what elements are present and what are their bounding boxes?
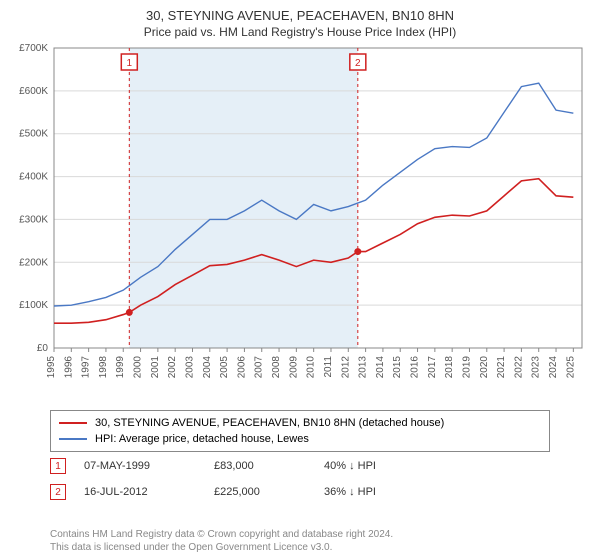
- chart-area: £0 £100K £200K £300K £400K £500K £600K £700K 199…: [6, 44, 594, 400]
- svg-text:1997: 1997: [81, 356, 92, 379]
- sale-delta: 40% ↓ HPI: [324, 460, 376, 472]
- svg-text:2010: 2010: [306, 356, 317, 379]
- line-chart: £0 £100K £200K £300K £400K £500K £600K £700K 199…: [6, 44, 594, 400]
- legend-swatch: [59, 438, 87, 440]
- svg-text:2002: 2002: [167, 356, 178, 379]
- svg-text:2014: 2014: [375, 356, 386, 379]
- svg-text:£400K: £400K: [19, 172, 48, 183]
- attribution: Contains HM Land Registry data © Crown c…: [50, 528, 393, 554]
- svg-text:2016: 2016: [410, 356, 421, 379]
- svg-text:2007: 2007: [254, 356, 265, 379]
- legend: 30, STEYNING AVENUE, PEACEHAVEN, BN10 8H…: [50, 410, 550, 452]
- chart-title: 30, STEYNING AVENUE, PEACEHAVEN, BN10 8H…: [0, 0, 600, 23]
- svg-text:1995: 1995: [46, 356, 57, 379]
- svg-text:2009: 2009: [288, 356, 299, 379]
- svg-text:2000: 2000: [133, 356, 144, 379]
- svg-text:2011: 2011: [323, 356, 334, 378]
- svg-text:2008: 2008: [271, 356, 282, 379]
- sale-row: 1 07-MAY-1999 £83,000 40% ↓ HPI: [50, 458, 376, 474]
- svg-text:2004: 2004: [202, 356, 213, 379]
- sale-delta: 36% ↓ HPI: [324, 486, 376, 498]
- sale-price: £83,000: [214, 460, 324, 472]
- svg-text:£100K: £100K: [19, 300, 48, 311]
- svg-text:1996: 1996: [63, 356, 74, 379]
- sale-price: £225,000: [214, 486, 324, 498]
- svg-text:£500K: £500K: [19, 129, 48, 140]
- svg-text:2023: 2023: [531, 356, 542, 379]
- svg-text:2024: 2024: [548, 356, 559, 379]
- svg-text:£700K: £700K: [19, 44, 48, 54]
- svg-text:1: 1: [127, 58, 133, 69]
- chart-subtitle: Price paid vs. HM Land Registry's House …: [0, 25, 600, 39]
- svg-text:2001: 2001: [150, 356, 161, 379]
- attribution-line: Contains HM Land Registry data © Crown c…: [50, 528, 393, 541]
- svg-text:2006: 2006: [236, 356, 247, 379]
- legend-row: HPI: Average price, detached house, Lewe…: [59, 431, 541, 447]
- legend-row: 30, STEYNING AVENUE, PEACEHAVEN, BN10 8H…: [59, 415, 541, 431]
- svg-text:2015: 2015: [392, 356, 403, 379]
- attribution-line: This data is licensed under the Open Gov…: [50, 541, 393, 554]
- sale-marker-icon: 2: [50, 484, 66, 500]
- svg-text:2017: 2017: [427, 356, 438, 379]
- legend-label: 30, STEYNING AVENUE, PEACEHAVEN, BN10 8H…: [95, 417, 444, 429]
- svg-text:2019: 2019: [461, 356, 472, 379]
- svg-text:£600K: £600K: [19, 86, 48, 97]
- svg-text:2020: 2020: [479, 356, 490, 379]
- svg-text:1999: 1999: [115, 356, 126, 379]
- svg-text:2018: 2018: [444, 356, 455, 379]
- svg-text:£300K: £300K: [19, 214, 48, 225]
- svg-text:2013: 2013: [358, 356, 369, 379]
- sale-row: 2 16-JUL-2012 £225,000 36% ↓ HPI: [50, 484, 376, 500]
- svg-text:2022: 2022: [513, 356, 524, 379]
- sale-date: 16-JUL-2012: [84, 486, 214, 498]
- svg-text:1998: 1998: [98, 356, 109, 379]
- legend-swatch: [59, 422, 87, 424]
- sale-marker-icon: 1: [50, 458, 66, 474]
- svg-text:2: 2: [355, 58, 361, 69]
- svg-text:2003: 2003: [184, 356, 195, 379]
- svg-text:2025: 2025: [565, 356, 576, 379]
- sale-date: 07-MAY-1999: [84, 460, 214, 472]
- svg-text:2012: 2012: [340, 356, 351, 379]
- svg-text:£200K: £200K: [19, 257, 48, 268]
- svg-text:2005: 2005: [219, 356, 230, 379]
- svg-text:2021: 2021: [496, 356, 507, 379]
- legend-label: HPI: Average price, detached house, Lewe…: [95, 433, 309, 445]
- svg-text:£0: £0: [37, 343, 49, 354]
